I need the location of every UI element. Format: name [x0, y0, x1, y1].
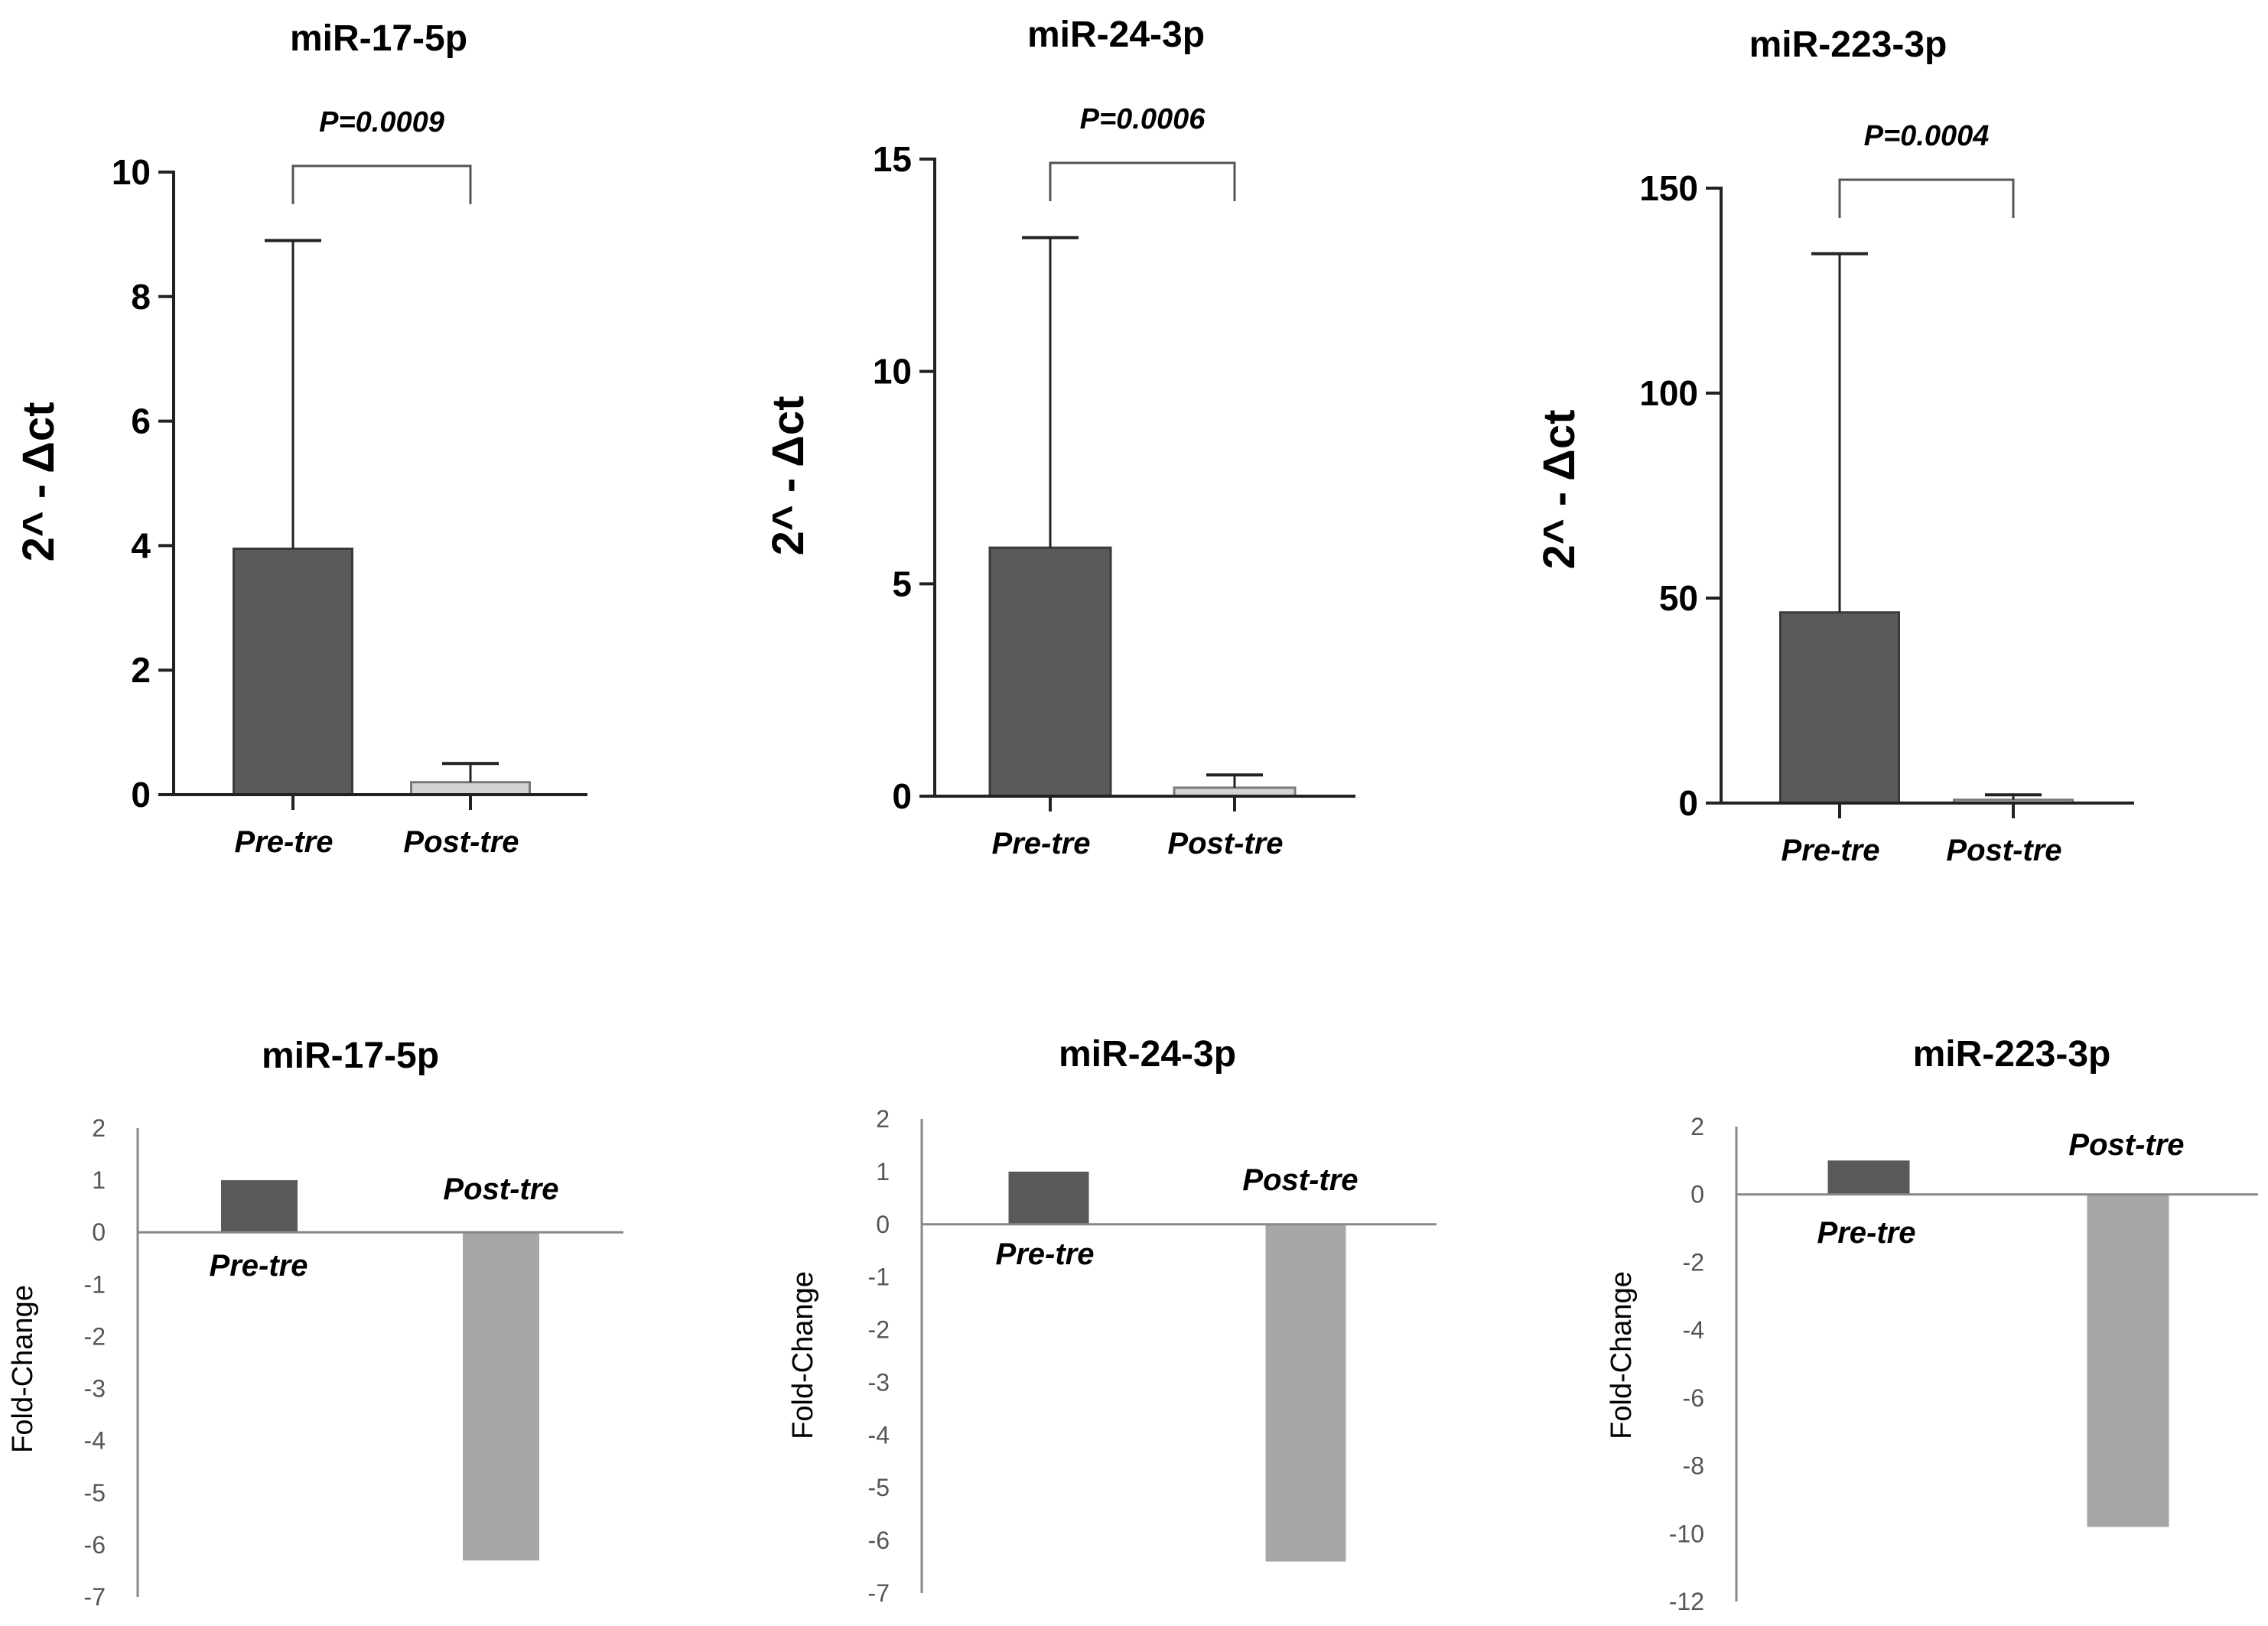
y-tick-label: 10 — [873, 352, 912, 392]
x-tick-label: Pre-tre — [235, 825, 334, 859]
p-value-label: P=0.0006 — [1080, 103, 1206, 135]
bar-pre-tre — [988, 546, 1112, 798]
y-axis-label: 2^ - Δct — [763, 396, 813, 556]
y-tick-label: -4 — [84, 1427, 106, 1455]
y-tick-label: 2 — [92, 1114, 106, 1142]
delta-ct-chart-1: miR-17-5p 2^ - Δct 0 2 4 6 8 10 Pre-tre Post-tre P… — [14, 18, 587, 859]
fold-change-chart-1: miR-17-5p Fold-Change 2 1 0 -1 -2 -3 -4 -5 -6 -7 Pre… — [7, 1036, 623, 1611]
y-axis-label: Fold-Change — [7, 1285, 39, 1453]
y-tick-label: -5 — [84, 1479, 106, 1507]
chart-title: miR-223-3p — [1913, 1034, 2111, 1075]
y-tick-label: 0 — [1690, 1181, 1704, 1208]
y-tick-label: 8 — [131, 277, 151, 317]
y-tick-label: -7 — [84, 1583, 106, 1611]
y-tick-label: 150 — [1639, 168, 1698, 208]
fold-change-chart-3: miR-223-3p Fold-Change 2 0 -2 -4 -6 -8 -10 -12 Pre… — [1606, 1034, 2258, 1615]
y-tick-label: 1 — [92, 1166, 106, 1194]
chart-title: miR-223-3p — [1749, 24, 1947, 65]
y-tick-label: -8 — [1683, 1452, 1704, 1480]
y-tick-label: 0 — [1678, 783, 1698, 823]
y-tick-label: -5 — [868, 1474, 890, 1501]
bar-pre-tre — [1827, 1160, 1910, 1195]
category-label: Pre-tre — [996, 1237, 1095, 1271]
y-tick-label: -2 — [1683, 1248, 1704, 1276]
bar-pre-tre — [1779, 611, 1900, 805]
y-tick-label: 2 — [1690, 1113, 1704, 1140]
chart-title: miR-24-3p — [1059, 1034, 1236, 1075]
y-tick-label: 100 — [1639, 373, 1698, 413]
p-value-label: P=0.0009 — [319, 106, 444, 138]
y-tick-label: 1 — [876, 1158, 890, 1185]
y-axis-label: Fold-Change — [1606, 1271, 1638, 1439]
category-label: Pre-tre — [1817, 1216, 1916, 1250]
y-tick-label: 2 — [131, 650, 151, 690]
y-tick-label: -6 — [84, 1531, 106, 1559]
y-tick-label: 4 — [131, 525, 151, 565]
category-label: Pre-tre — [210, 1249, 308, 1283]
y-tick-label: -1 — [868, 1263, 890, 1291]
delta-ct-chart-3: miR-223-3p 2^ - Δct 0 50 100 150 Pre-tre Post-t… — [1534, 24, 2134, 867]
p-value-label: P=0.0004 — [1864, 120, 1990, 152]
significance-bracket — [1838, 178, 2015, 218]
y-tick-label: -4 — [868, 1421, 890, 1449]
chart-title: miR-17-5p — [290, 18, 467, 59]
y-tick-label: -6 — [868, 1527, 890, 1554]
delta-ct-chart-2: miR-24-3p 2^ - Δct 0 5 10 15 Pre-tre Post-tre P=… — [763, 15, 1355, 860]
y-tick-label: -1 — [84, 1270, 106, 1298]
y-tick-label: -4 — [1683, 1316, 1704, 1344]
y-tick-label: 0 — [131, 775, 151, 815]
y-tick-label: -10 — [1669, 1520, 1704, 1547]
significance-bracket — [291, 164, 472, 204]
category-label: Post-tre — [1242, 1163, 1358, 1197]
category-label: Post-tre — [2068, 1128, 2184, 1162]
y-tick-label: 6 — [131, 402, 151, 441]
y-tick-label: -3 — [868, 1368, 890, 1396]
bar-pre-tre — [233, 547, 353, 796]
y-tick-label: -3 — [84, 1375, 106, 1403]
chart-title: miR-17-5p — [262, 1036, 439, 1076]
chart-title: miR-24-3p — [1027, 15, 1205, 55]
y-tick-label: 2 — [876, 1105, 890, 1133]
bar-pre-tre — [1008, 1171, 1089, 1224]
y-tick-label: 0 — [92, 1218, 106, 1246]
bar-post-tre — [2087, 1194, 2169, 1527]
y-tick-label: -12 — [1669, 1588, 1704, 1615]
bar-post-tre — [1265, 1224, 1346, 1562]
x-tick-label: Pre-tre — [1782, 834, 1880, 867]
y-axis-label: Fold-Change — [787, 1271, 819, 1439]
y-tick-label: 5 — [892, 564, 912, 603]
x-tick-label: Post-tre — [403, 825, 519, 859]
y-tick-label: -2 — [84, 1322, 106, 1350]
y-axis-label: 2^ - Δct — [1534, 410, 1584, 570]
y-tick-label: 0 — [876, 1211, 890, 1238]
bar-post-tre — [410, 781, 531, 796]
category-label: Post-tre — [443, 1172, 558, 1206]
y-tick-label: 50 — [1659, 578, 1698, 618]
y-tick-label: -7 — [868, 1579, 890, 1607]
bar-post-tre — [463, 1232, 539, 1561]
y-tick-label: 10 — [112, 152, 151, 192]
x-tick-label: Pre-tre — [992, 827, 1091, 860]
y-axis-label: 2^ - Δct — [14, 402, 63, 562]
fold-change-chart-2: miR-24-3p Fold-Change 2 1 0 -1 -2 -3 -4 -5 -6 -7 Pre… — [787, 1034, 1437, 1607]
y-tick-label: -2 — [868, 1316, 890, 1344]
significance-bracket — [1049, 161, 1236, 201]
x-tick-label: Post-tre — [1946, 834, 2061, 867]
bar-pre-tre — [221, 1180, 298, 1233]
y-tick-label: 15 — [873, 139, 912, 179]
x-tick-label: Post-tre — [1167, 827, 1283, 860]
y-tick-label: -6 — [1683, 1384, 1704, 1412]
y-tick-label: 0 — [892, 776, 912, 816]
